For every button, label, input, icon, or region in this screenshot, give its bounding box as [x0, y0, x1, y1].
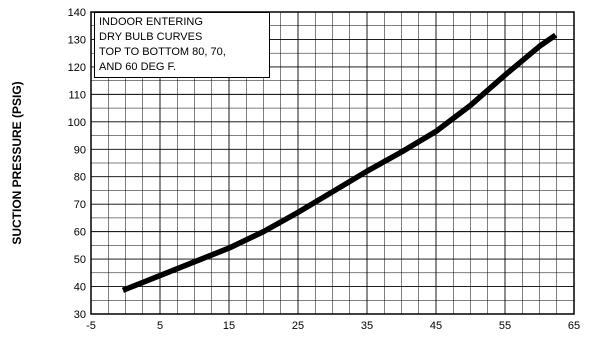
x-tick-labels: -5 5 15 25 35 45 55 65 — [86, 320, 580, 332]
x-tick-label: 25 — [292, 320, 304, 332]
y-tick-label: 110 — [68, 89, 86, 101]
annotation-line: TOP TO BOTTOM 80, 70, — [99, 46, 226, 58]
y-tick-label: 70 — [74, 199, 86, 211]
y-tick-labels: 30 40 50 60 70 80 90 100 110 120 130 140 — [68, 7, 86, 321]
y-tick-label: 80 — [74, 172, 86, 184]
y-axis-label: SUCTION PRESSURE (PSIG) — [10, 81, 24, 244]
x-tick-label: 45 — [430, 320, 442, 332]
plot-area-border — [90, 11, 575, 315]
series — [121, 32, 558, 293]
x-tick-label: 55 — [499, 320, 511, 332]
y-tick-label: 100 — [68, 117, 86, 129]
y-tick-label: 30 — [74, 309, 86, 321]
y-tick-label: 50 — [74, 254, 86, 266]
y-tick-label: 140 — [68, 7, 86, 19]
x-tick-label: 15 — [223, 320, 235, 332]
x-tick-label: 35 — [361, 320, 373, 332]
series-line — [121, 32, 558, 293]
x-tick-label: 5 — [157, 320, 163, 332]
annotation-line: INDOOR ENTERING — [99, 16, 203, 28]
y-tick-label: 130 — [68, 34, 86, 46]
annotation-box: INDOOR ENTERING DRY BULB CURVES TOP TO B… — [94, 12, 270, 78]
y-tick-label: 120 — [68, 62, 86, 74]
y-tick-label: 90 — [74, 144, 86, 156]
annotation-line: AND 60 DEG F. — [99, 61, 177, 73]
x-tick-label: 65 — [568, 320, 580, 332]
x-tick-label: -5 — [86, 320, 96, 332]
y-tick-label: 40 — [74, 282, 86, 294]
y-tick-label: 60 — [74, 227, 86, 239]
annotation-line: DRY BULB CURVES — [99, 31, 203, 43]
